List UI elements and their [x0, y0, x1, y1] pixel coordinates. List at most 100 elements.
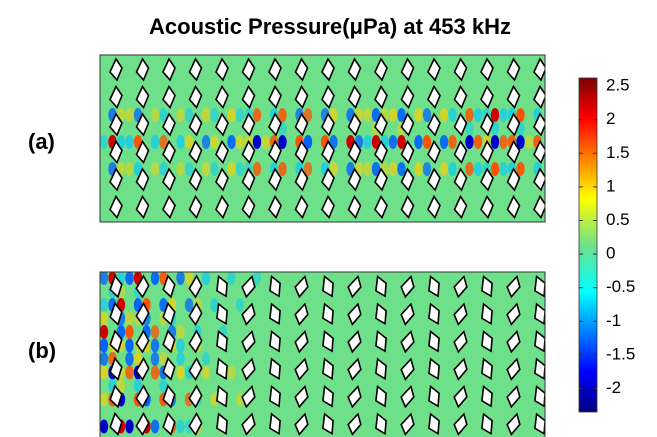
field-panel	[100, 271, 549, 437]
field-blob	[100, 366, 108, 380]
field-blob	[202, 271, 210, 285]
title: Acoustic Pressure(μPa) at 453 kHz	[149, 14, 511, 39]
field-blob	[151, 352, 159, 366]
field-blob	[125, 339, 133, 353]
field-blob	[210, 135, 218, 149]
field-blob	[125, 420, 133, 434]
panel-label: (a)	[28, 129, 55, 154]
field-blob	[176, 352, 184, 366]
field-blob	[448, 135, 456, 149]
tick-label: 2	[606, 109, 615, 128]
field-blob	[227, 271, 235, 285]
field-blob	[499, 108, 507, 122]
field-blob	[100, 135, 108, 149]
field-blob	[125, 162, 133, 176]
field-blob	[210, 162, 218, 176]
field-blob	[236, 298, 244, 312]
field-blob	[151, 271, 159, 285]
field-blob	[176, 108, 184, 122]
field-blob	[236, 162, 244, 176]
field-blob	[440, 108, 448, 122]
field-blob	[465, 135, 473, 149]
field-blob	[100, 352, 108, 366]
field-blob	[151, 162, 159, 176]
field-blob	[210, 108, 218, 122]
field-blob	[151, 420, 159, 434]
field-background	[100, 272, 545, 437]
field-blob	[465, 108, 473, 122]
field-blob	[491, 135, 499, 149]
field-blob	[227, 108, 235, 122]
field-blob	[202, 135, 210, 149]
field-blob	[253, 108, 261, 122]
field-blob	[474, 108, 482, 122]
field-blob	[151, 108, 159, 122]
field-blob	[176, 135, 184, 149]
field-blob	[448, 162, 456, 176]
field-blob	[499, 162, 507, 176]
field-blob	[253, 162, 261, 176]
field-blob	[100, 339, 108, 353]
field-blob	[465, 162, 473, 176]
field-blob	[202, 162, 210, 176]
field-blob	[363, 135, 371, 149]
field-blob	[491, 162, 499, 176]
field-blob	[389, 162, 397, 176]
field-blob	[389, 108, 397, 122]
field-blob	[151, 325, 159, 339]
field-blob	[423, 108, 431, 122]
tick-label: 1	[606, 176, 615, 195]
tick-label: 0	[606, 244, 615, 263]
field-blob	[176, 420, 184, 434]
tick-label: -2	[606, 378, 621, 397]
field-blob	[151, 366, 159, 380]
tick-label: 2.5	[606, 76, 630, 95]
field-blob	[363, 162, 371, 176]
figure: Acoustic Pressure(μPa) at 453 kHz (a) (b…	[0, 0, 657, 437]
field-blob	[100, 312, 108, 326]
field-blob	[176, 339, 184, 353]
field-blob	[202, 108, 210, 122]
field-panel	[100, 55, 546, 222]
field-blob	[125, 135, 133, 149]
field-blob	[423, 162, 431, 176]
tick-label: 1.5	[606, 143, 630, 162]
field-blob	[236, 108, 244, 122]
field-blob	[474, 162, 482, 176]
field-blob	[414, 108, 422, 122]
field-blob	[440, 162, 448, 176]
field-blob	[100, 298, 108, 312]
field-blob	[125, 352, 133, 366]
panel-label: (b)	[28, 338, 56, 363]
field-blob	[448, 108, 456, 122]
field-blob	[100, 271, 108, 285]
field-blob	[227, 135, 235, 149]
field-blob	[125, 271, 133, 285]
field-blob	[202, 352, 210, 366]
field-blob	[363, 108, 371, 122]
field-blob	[100, 325, 108, 339]
field-blob	[414, 135, 422, 149]
field-blob	[176, 162, 184, 176]
field-blob	[125, 108, 133, 122]
field-blob	[176, 366, 184, 380]
field-blob	[125, 312, 133, 326]
tick-label: -0.5	[606, 277, 635, 296]
field-blob	[151, 135, 159, 149]
field-blob	[499, 135, 507, 149]
field-blob	[227, 366, 235, 380]
field-blob	[474, 135, 482, 149]
field-blob	[440, 135, 448, 149]
field-blob	[125, 325, 133, 339]
field-blob	[100, 393, 108, 407]
field-blob	[261, 135, 269, 149]
field-blob	[236, 135, 244, 149]
field-blob	[185, 135, 193, 149]
tick-label: 0.5	[606, 210, 630, 229]
field-blob	[185, 162, 193, 176]
field-blob	[125, 366, 133, 380]
field-blob	[525, 135, 533, 149]
field-blob	[151, 339, 159, 353]
field-blob	[100, 420, 108, 434]
field-blob	[389, 135, 397, 149]
